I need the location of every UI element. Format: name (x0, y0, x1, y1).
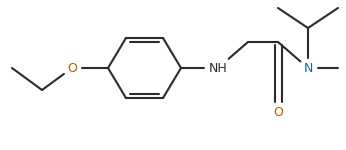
Bar (272, 105, 284, 119)
Bar (209, 61, 227, 75)
Text: O: O (67, 61, 77, 75)
Text: O: O (273, 105, 283, 118)
Text: NH: NH (209, 61, 227, 75)
Text: N: N (303, 61, 313, 75)
Bar (66, 61, 78, 75)
Bar (302, 61, 314, 75)
